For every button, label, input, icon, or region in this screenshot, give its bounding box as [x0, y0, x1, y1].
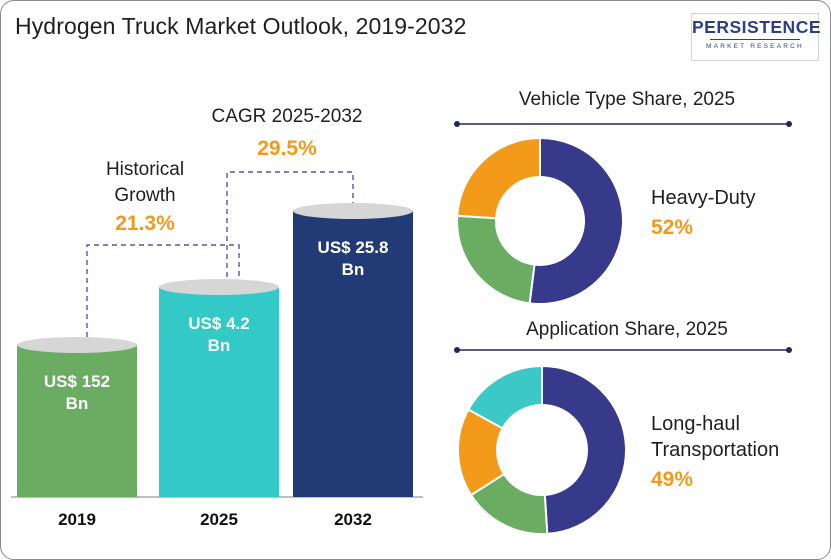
donut-1-rule-dot-left: [454, 121, 460, 127]
bar-2019: [17, 345, 137, 497]
bar-cap-2032: [293, 203, 413, 219]
historical-growth-label-line1: Historical: [106, 159, 184, 180]
cagr-connector: [226, 171, 354, 277]
donut-1-slice-1: [456, 214, 536, 305]
page-title: Hydrogen Truck Market Outlook, 2019-2032: [15, 13, 467, 39]
bar-2025: [159, 287, 279, 497]
bar-value-unit-2019: Bn: [66, 394, 89, 413]
donut-2-rule-dot-left: [454, 347, 460, 353]
cagr-label: CAGR 2025-2032: [211, 106, 362, 127]
donut-1-highlight-value: 52%: [651, 216, 693, 239]
historical-growth-connector: [86, 244, 240, 337]
donut-1-title: Vehicle Type Share, 2025: [519, 89, 735, 110]
donut-2-slice-0: [541, 364, 627, 535]
donut-1-slice-0: [528, 136, 624, 305]
donut-2-rule-dot-right: [786, 347, 792, 353]
cagr-value: 29.5%: [257, 137, 317, 160]
bar-cap-2025: [159, 279, 279, 295]
logo-tagline: MARKET RESEARCH: [706, 43, 804, 50]
x-tick-2032: 2032: [334, 510, 372, 529]
bar-value-unit-2025: Bn: [208, 336, 231, 355]
logo-divider: [710, 39, 800, 40]
donut-2-highlight-label-1: Transportation: [651, 439, 779, 461]
x-tick-2025: 2025: [200, 510, 238, 529]
donut-2-slice-3: [467, 364, 543, 430]
brand-logo: PERSISTENCE MARKET RESEARCH: [691, 13, 821, 61]
historical-growth-value: 21.3%: [115, 212, 175, 235]
historical-growth-label-line2: Growth: [114, 185, 175, 206]
donut-1-rule-dot-right: [786, 121, 792, 127]
donut-2-highlight-value: 49%: [651, 468, 693, 491]
donut-1-highlight-label-0: Heavy-Duty: [651, 187, 755, 209]
donut-2-title: Application Share, 2025: [526, 319, 728, 340]
bar-value-unit-2032: Bn: [342, 260, 365, 279]
logo-wordmark: PERSISTENCE: [692, 17, 821, 37]
donut-2-highlight-label-0: Long-haul: [651, 413, 740, 435]
bar-value-label-2025: US$ 4.2: [188, 314, 249, 333]
donut-1-slice-2: [456, 136, 541, 220]
bar-value-label-2019: US$ 152: [44, 372, 110, 391]
bar-value-label-2032: US$ 25.8: [318, 238, 389, 257]
bar-cap-2019: [17, 337, 137, 353]
bar-2032: [293, 211, 413, 497]
x-tick-2019: 2019: [58, 510, 96, 529]
